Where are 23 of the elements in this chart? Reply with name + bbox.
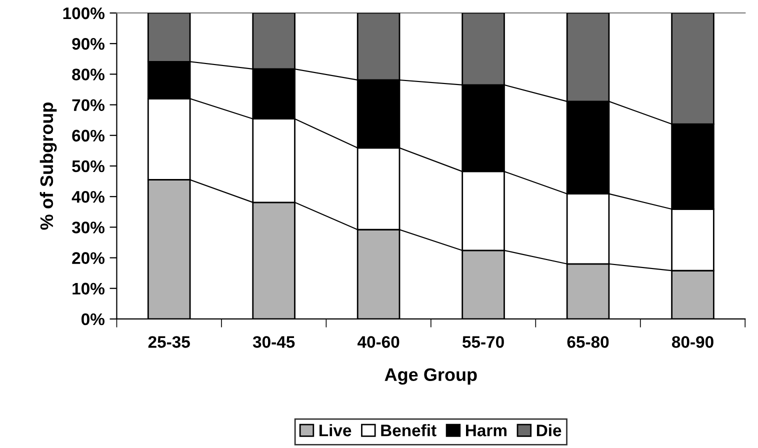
y-tick-label: 0% <box>81 313 104 326</box>
y-tick-label: 30% <box>72 222 104 234</box>
legend-label: Harm <box>466 424 506 436</box>
x-axis-title: Age Group <box>384 368 477 385</box>
legend-label: Benefit <box>381 424 436 436</box>
y-axis-title: % of Subgroup <box>40 102 57 230</box>
y-tick-label: 40% <box>72 190 104 203</box>
legend-label: Live <box>320 424 352 436</box>
x-tick-label: 25-35 <box>148 336 190 348</box>
y-tick-label: 90% <box>72 38 104 50</box>
x-tick-label: 55-70 <box>462 336 504 348</box>
y-tick-label: 20% <box>72 252 104 264</box>
x-tick-label: 40-60 <box>358 336 400 348</box>
y-tick-label: 60% <box>72 130 104 142</box>
legend-label: Die <box>536 424 562 436</box>
y-tick-label: 70% <box>72 99 104 111</box>
x-tick-label: 30-45 <box>252 336 295 348</box>
y-tick-label: 10% <box>72 282 104 295</box>
y-tick-label: 100% <box>63 7 104 20</box>
y-tick-label: 50% <box>72 160 104 172</box>
x-tick-label: 80-90 <box>672 336 714 348</box>
x-tick-label: 65-80 <box>567 336 609 348</box>
y-tick-label: 80% <box>72 68 104 80</box>
